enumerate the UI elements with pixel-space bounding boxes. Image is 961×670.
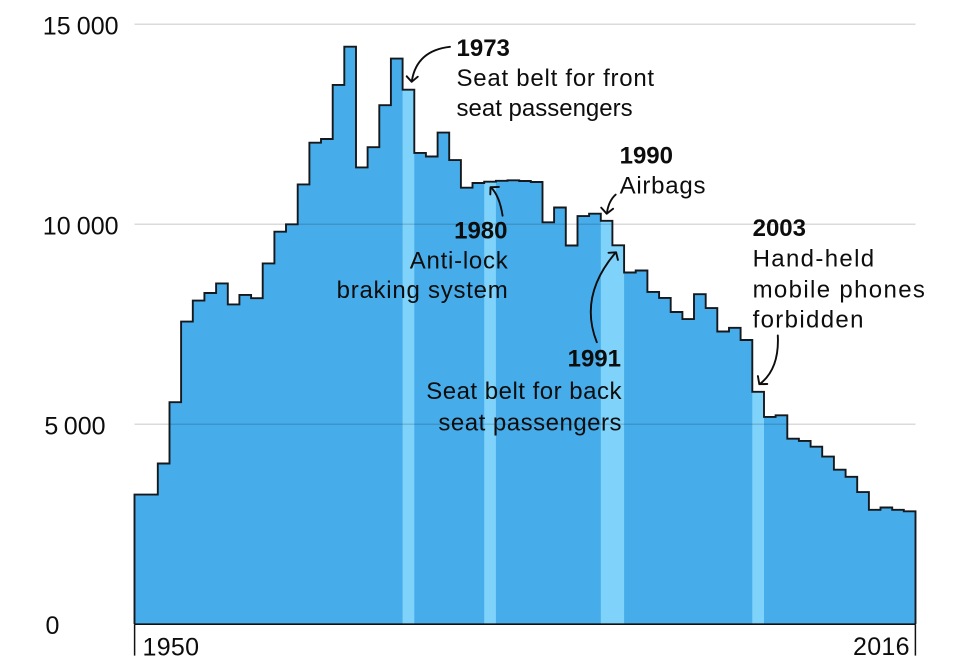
svg-text:1990: 1990 (620, 142, 673, 169)
svg-text:forbidden: forbidden (753, 307, 865, 334)
svg-text:0: 0 (46, 612, 60, 640)
svg-text:15: 15 (43, 12, 71, 40)
svg-text:Seat belt for front: Seat belt for front (457, 65, 655, 92)
svg-text:seat passengers: seat passengers (457, 95, 633, 122)
svg-text:000: 000 (77, 12, 119, 40)
svg-text:Hand-held: Hand-held (753, 245, 876, 272)
svg-text:000: 000 (77, 212, 119, 240)
svg-text:000: 000 (64, 412, 106, 440)
svg-text:1973: 1973 (457, 35, 510, 62)
svg-text:Seat belt for back: Seat belt for back (426, 378, 622, 405)
svg-text:1980: 1980 (454, 217, 507, 244)
svg-text:mobile phones: mobile phones (753, 277, 927, 304)
svg-text:2003: 2003 (753, 215, 806, 242)
svg-text:seat passengers: seat passengers (438, 409, 622, 436)
svg-text:5: 5 (44, 412, 58, 440)
svg-text:1991: 1991 (568, 345, 621, 372)
svg-text:10: 10 (43, 212, 71, 240)
svg-text:1950: 1950 (143, 634, 200, 662)
svg-text:Anti-lock: Anti-lock (410, 248, 509, 275)
svg-text:braking system: braking system (337, 277, 509, 304)
svg-text:Airbags: Airbags (620, 172, 707, 199)
svg-text:2016: 2016 (853, 633, 910, 661)
